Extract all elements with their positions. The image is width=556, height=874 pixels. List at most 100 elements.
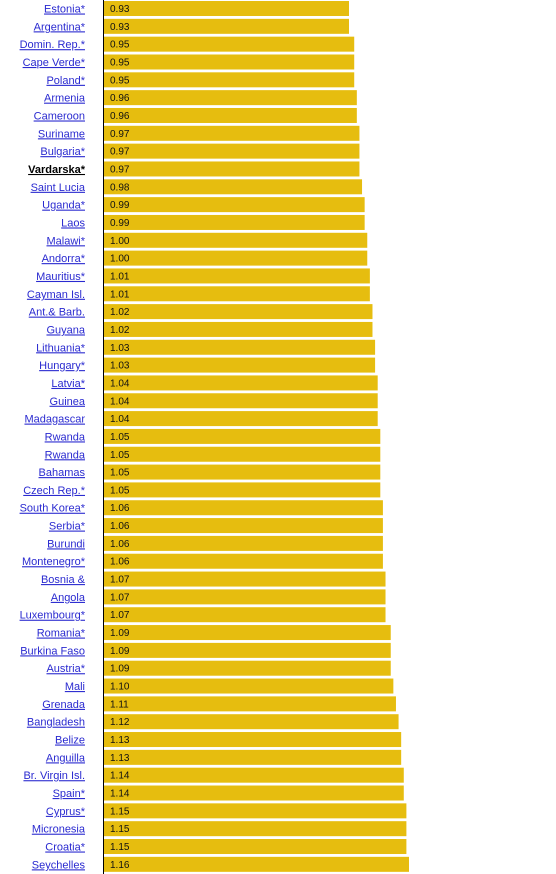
value-label: 1.04 [110, 396, 130, 407]
bar [104, 72, 355, 88]
value-label: 1.01 [110, 289, 130, 300]
bar [104, 250, 368, 266]
category-label[interactable]: Guinea [50, 396, 86, 408]
category-label[interactable]: Czech Rep.* [23, 485, 85, 497]
category-label[interactable]: Micronesia [32, 824, 86, 836]
bar [104, 107, 357, 123]
value-label: 1.01 [110, 271, 130, 282]
bar [104, 749, 402, 765]
value-label: 1.07 [110, 575, 130, 586]
category-label[interactable]: Seychelles [32, 859, 86, 871]
category-label[interactable]: Serbia* [49, 521, 86, 533]
category-label[interactable]: Ant.& Barb. [29, 307, 85, 319]
category-label[interactable]: Cyprus* [46, 806, 86, 818]
bar [104, 535, 383, 551]
category-label[interactable]: Burundi [47, 538, 85, 550]
value-label: 0.98 [110, 182, 130, 193]
category-label[interactable]: Austria* [46, 663, 85, 675]
category-label[interactable]: Armenia [44, 93, 86, 105]
category-label[interactable]: Anguilla [46, 752, 86, 764]
bar [104, 803, 407, 819]
value-label: 1.05 [110, 432, 130, 443]
category-label[interactable]: Croatia* [45, 842, 85, 854]
category-label[interactable]: Burkina Faso [20, 645, 85, 657]
category-label[interactable]: Montenegro* [22, 556, 86, 568]
bar [104, 821, 407, 837]
category-label[interactable]: Andorra* [42, 253, 86, 265]
category-label[interactable]: Madagascar [24, 414, 85, 426]
category-label[interactable]: Bangladesh [27, 717, 85, 729]
category-label[interactable]: Argentina* [34, 21, 86, 33]
category-label[interactable]: Luxembourg* [20, 610, 86, 622]
category-label[interactable]: South Korea* [20, 503, 86, 515]
bar [104, 553, 383, 569]
category-label[interactable]: Estonia* [44, 4, 86, 16]
category-label[interactable]: Spain* [53, 788, 86, 800]
category-label[interactable]: Bahamas [39, 467, 86, 479]
category-label[interactable]: Belize [55, 735, 85, 747]
category-label[interactable]: Romania* [37, 628, 86, 640]
category-label[interactable]: Mali [65, 681, 85, 693]
category-label[interactable]: Lithuania* [36, 342, 86, 354]
value-label: 0.97 [110, 129, 130, 140]
bar [104, 589, 386, 605]
value-label: 1.14 [110, 789, 130, 800]
value-label: 1.15 [110, 842, 130, 853]
category-label[interactable]: Cayman Isl. [27, 289, 85, 301]
category-label[interactable]: Angola [51, 592, 86, 604]
value-label: 1.16 [110, 860, 130, 871]
bar [104, 625, 391, 641]
bar [104, 1, 349, 16]
bar [104, 411, 378, 427]
bar [104, 482, 381, 498]
category-label[interactable]: Mauritius* [36, 271, 86, 283]
value-label: 1.05 [110, 485, 130, 496]
category-label[interactable]: Vardarska* [28, 164, 86, 176]
category-label[interactable]: Laos [61, 217, 85, 229]
bar [104, 18, 349, 34]
value-label: 0.96 [110, 111, 130, 122]
bar [104, 304, 373, 320]
bar [104, 125, 360, 141]
category-label[interactable]: Br. Virgin Isl. [23, 770, 85, 782]
value-label: 1.07 [110, 610, 130, 621]
category-label[interactable]: Suriname [38, 128, 85, 140]
bar [104, 678, 394, 694]
bar [104, 339, 376, 355]
bar [104, 286, 370, 302]
value-label: 1.03 [110, 361, 130, 372]
value-label: 1.00 [110, 254, 130, 265]
value-label: 1.03 [110, 343, 130, 354]
value-label: 1.00 [110, 236, 130, 247]
bar [104, 696, 396, 712]
category-label[interactable]: Cameroon [34, 110, 85, 122]
value-label: 0.99 [110, 200, 130, 211]
category-label[interactable]: Saint Lucia [31, 182, 86, 194]
bar [104, 197, 365, 213]
value-label: 1.10 [110, 682, 130, 693]
value-label: 1.15 [110, 806, 130, 817]
category-label[interactable]: Grenada [42, 699, 86, 711]
category-label[interactable]: Guyana [46, 324, 85, 336]
bar [104, 36, 355, 52]
bar [104, 143, 360, 159]
value-label: 1.09 [110, 646, 130, 657]
category-label[interactable]: Uganda* [42, 200, 86, 212]
value-label: 0.93 [110, 4, 130, 15]
value-label: 1.06 [110, 503, 130, 514]
bar [104, 428, 381, 444]
value-label: 1.02 [110, 325, 130, 336]
category-label[interactable]: Rwanda [45, 449, 86, 461]
category-label[interactable]: Hungary* [39, 360, 86, 372]
category-label[interactable]: Malawi* [46, 235, 85, 247]
value-label: 0.95 [110, 40, 130, 51]
category-label[interactable]: Rwanda [45, 431, 86, 443]
value-label: 1.15 [110, 824, 130, 835]
category-label[interactable]: Bosnia & [41, 574, 86, 586]
category-label[interactable]: Cape Verde* [23, 57, 86, 69]
category-label[interactable]: Latvia* [51, 378, 85, 390]
category-label[interactable]: Domin. Rep.* [20, 39, 86, 51]
category-label[interactable]: Bulgaria* [40, 146, 85, 158]
category-label[interactable]: Poland* [46, 75, 85, 87]
